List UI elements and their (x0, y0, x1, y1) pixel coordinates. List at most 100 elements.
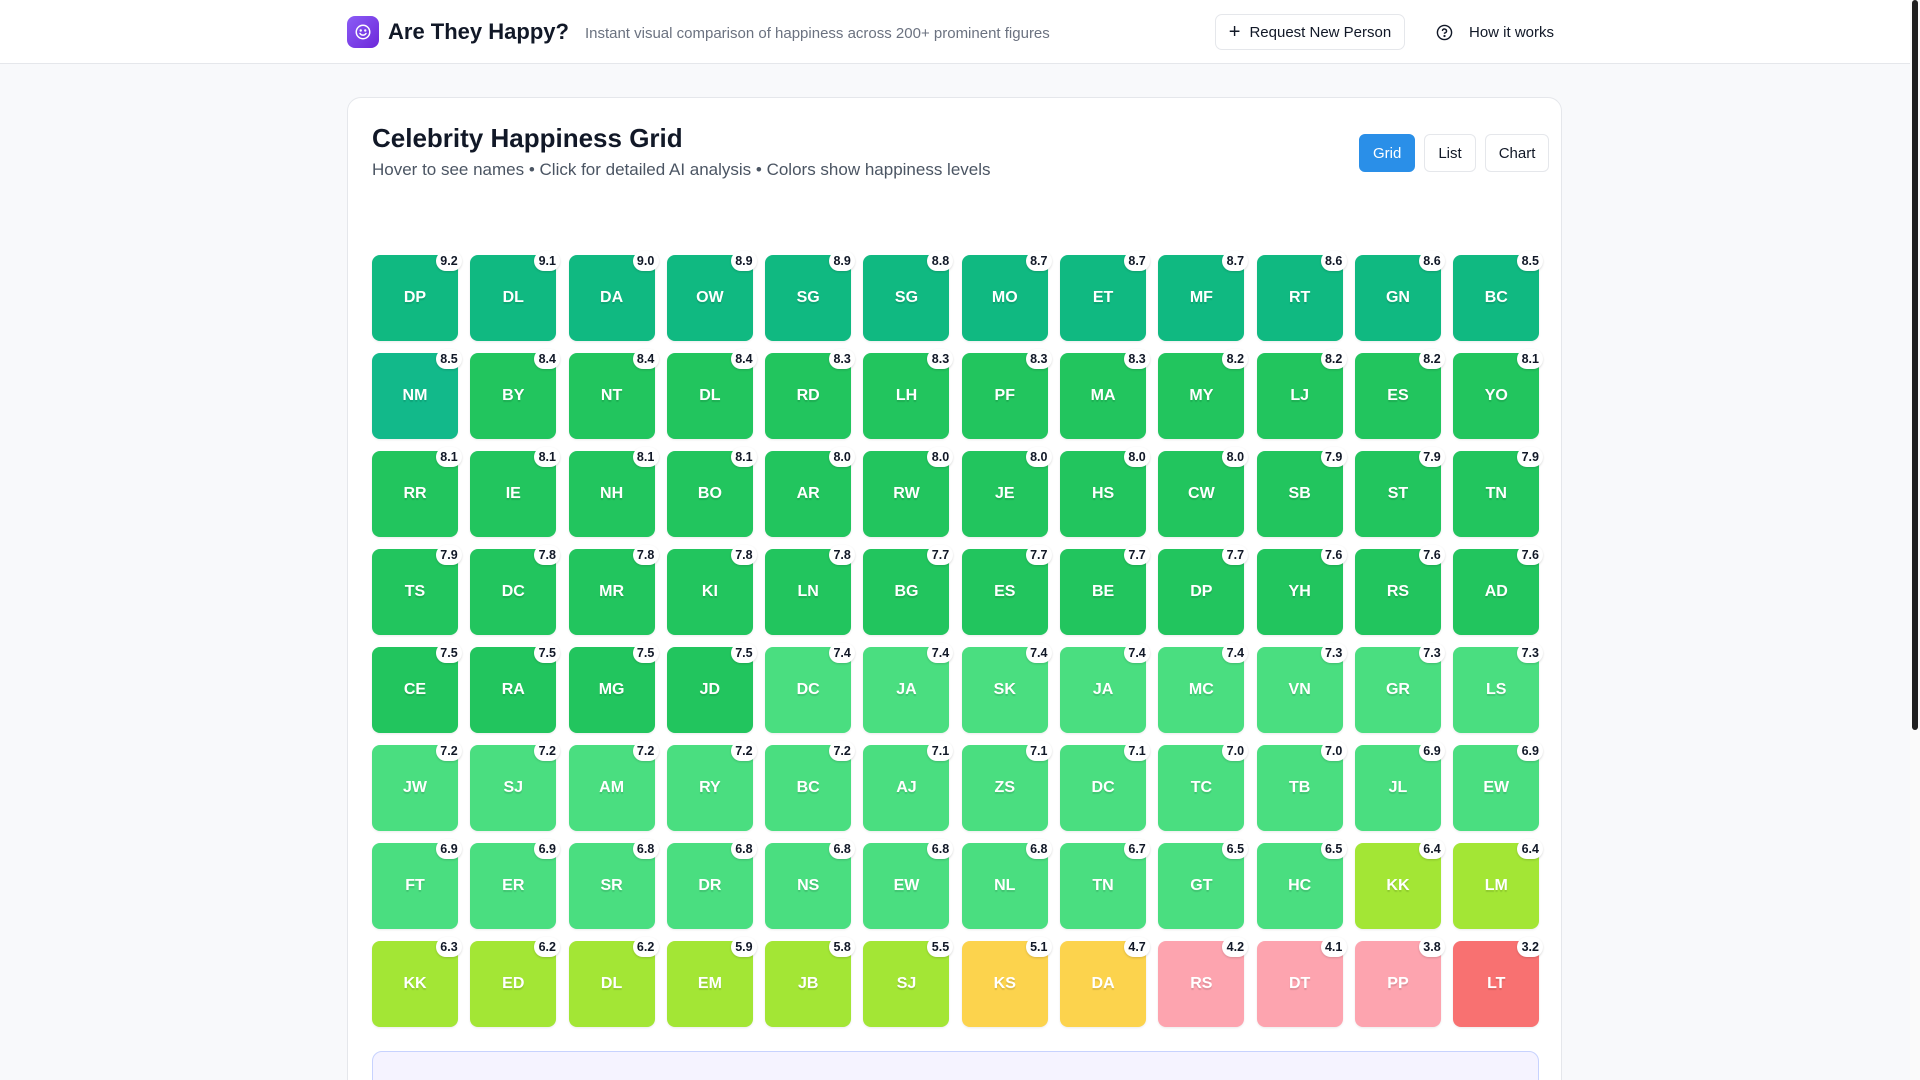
celebrity-tile[interactable]: AM 7.2 (568, 741, 659, 831)
celebrity-tile[interactable]: OW 8.9 (666, 251, 757, 341)
celebrity-tile[interactable]: LJ 8.2 (1256, 349, 1347, 439)
celebrity-tile[interactable]: DR 6.8 (666, 839, 757, 929)
celebrity-tile[interactable]: GR 7.3 (1354, 643, 1445, 733)
celebrity-tile[interactable]: MC 7.4 (1158, 643, 1249, 733)
celebrity-tile[interactable]: SG 8.8 (863, 251, 954, 341)
celebrity-tile[interactable]: PP 3.8 (1354, 937, 1445, 1027)
celebrity-tile[interactable]: SK 7.4 (961, 643, 1052, 733)
celebrity-tile[interactable]: IE 8.1 (470, 447, 561, 537)
celebrity-tile[interactable]: DP 9.2 (372, 251, 462, 341)
celebrity-tile[interactable]: MY 8.2 (1158, 349, 1249, 439)
celebrity-tile[interactable]: JA 7.4 (1060, 643, 1151, 733)
celebrity-tile[interactable]: ET 8.7 (1060, 251, 1151, 341)
celebrity-tile[interactable]: MR 7.8 (568, 545, 659, 635)
celebrity-tile[interactable]: RS 4.2 (1158, 937, 1249, 1027)
celebrity-tile[interactable]: KK 6.4 (1354, 839, 1445, 929)
celebrity-tile[interactable]: SG 8.9 (765, 251, 856, 341)
celebrity-tile[interactable]: SJ 7.2 (470, 741, 561, 831)
brand[interactable]: Are They Happy? Instant visual compariso… (347, 16, 1050, 48)
celebrity-tile[interactable]: EW 6.9 (1453, 741, 1544, 831)
celebrity-tile[interactable]: TS 7.9 (372, 545, 462, 635)
celebrity-tile[interactable]: BC 7.2 (765, 741, 856, 831)
celebrity-tile[interactable]: HC 6.5 (1256, 839, 1347, 929)
celebrity-tile[interactable]: MA 8.3 (1060, 349, 1151, 439)
celebrity-tile[interactable]: DT 4.1 (1256, 937, 1347, 1027)
celebrity-tile[interactable]: NM 8.5 (372, 349, 462, 439)
celebrity-tile[interactable]: PF 8.3 (961, 349, 1052, 439)
celebrity-tile[interactable]: JW 7.2 (372, 741, 462, 831)
celebrity-tile[interactable]: SJ 5.5 (863, 937, 954, 1027)
celebrity-tile[interactable]: FT 6.9 (372, 839, 462, 929)
celebrity-tile[interactable]: CW 8.0 (1158, 447, 1249, 537)
celebrity-tile[interactable]: JA 7.4 (863, 643, 954, 733)
request-new-person-button[interactable]: + Request New Person (1215, 14, 1405, 50)
celebrity-tile[interactable]: DA 4.7 (1060, 937, 1151, 1027)
celebrity-tile[interactable]: AJ 7.1 (863, 741, 954, 831)
celebrity-tile[interactable]: SB 7.9 (1256, 447, 1347, 537)
celebrity-tile[interactable]: BO 8.1 (666, 447, 757, 537)
view-chart-button[interactable]: Chart (1484, 134, 1550, 172)
celebrity-tile[interactable]: LH 8.3 (863, 349, 954, 439)
celebrity-tile[interactable]: TB 7.0 (1256, 741, 1347, 831)
page-scrollbar[interactable] (1910, 0, 1920, 1080)
celebrity-tile[interactable]: GT 6.5 (1158, 839, 1249, 929)
celebrity-tile[interactable]: JD 7.5 (666, 643, 757, 733)
celebrity-tile[interactable]: TN 6.7 (1060, 839, 1151, 929)
celebrity-tile[interactable]: SR 6.8 (568, 839, 659, 929)
celebrity-tile[interactable]: DC 7.8 (470, 545, 561, 635)
celebrity-tile[interactable]: EW 6.8 (863, 839, 954, 929)
celebrity-tile[interactable]: RR 8.1 (372, 447, 462, 537)
celebrity-tile[interactable]: RA 7.5 (470, 643, 561, 733)
celebrity-tile[interactable]: JE 8.0 (961, 447, 1052, 537)
celebrity-tile[interactable]: DA 9.0 (568, 251, 659, 341)
celebrity-tile[interactable]: NH 8.1 (568, 447, 659, 537)
celebrity-tile[interactable]: NT 8.4 (568, 349, 659, 439)
celebrity-tile[interactable]: ES 7.7 (961, 545, 1052, 635)
celebrity-tile[interactable]: DC 7.4 (765, 643, 856, 733)
view-list-button[interactable]: List (1424, 134, 1476, 172)
celebrity-tile[interactable]: KK 6.3 (372, 937, 462, 1027)
celebrity-tile[interactable]: KI 7.8 (666, 545, 757, 635)
celebrity-tile[interactable]: LN 7.8 (765, 545, 856, 635)
celebrity-tile[interactable]: CE 7.5 (372, 643, 462, 733)
celebrity-tile[interactable]: NS 6.8 (765, 839, 856, 929)
celebrity-tile[interactable]: ER 6.9 (470, 839, 561, 929)
celebrity-tile[interactable]: BC 8.5 (1453, 251, 1544, 341)
celebrity-tile[interactable]: ZS 7.1 (961, 741, 1052, 831)
celebrity-tile[interactable]: NL 6.8 (961, 839, 1052, 929)
celebrity-tile[interactable]: LM 6.4 (1453, 839, 1544, 929)
celebrity-tile[interactable]: TN 7.9 (1453, 447, 1544, 537)
celebrity-tile[interactable]: GN 8.6 (1354, 251, 1445, 341)
celebrity-tile[interactable]: YO 8.1 (1453, 349, 1544, 439)
celebrity-tile[interactable]: RY 7.2 (666, 741, 757, 831)
celebrity-tile[interactable]: VN 7.3 (1256, 643, 1347, 733)
celebrity-tile[interactable]: YH 7.6 (1256, 545, 1347, 635)
celebrity-tile[interactable]: LS 7.3 (1453, 643, 1544, 733)
celebrity-tile[interactable]: LT 3.2 (1453, 937, 1544, 1027)
celebrity-tile[interactable]: RD 8.3 (765, 349, 856, 439)
celebrity-tile[interactable]: RT 8.6 (1256, 251, 1347, 341)
scrollbar-thumb[interactable] (1912, 0, 1918, 730)
celebrity-tile[interactable]: DL 8.4 (666, 349, 757, 439)
celebrity-tile[interactable]: AR 8.0 (765, 447, 856, 537)
celebrity-tile[interactable]: ES 8.2 (1354, 349, 1445, 439)
celebrity-tile[interactable]: RW 8.0 (863, 447, 954, 537)
celebrity-tile[interactable]: JB 5.8 (765, 937, 856, 1027)
celebrity-tile[interactable]: MO 8.7 (961, 251, 1052, 341)
celebrity-tile[interactable]: ST 7.9 (1354, 447, 1445, 537)
celebrity-tile[interactable]: MF 8.7 (1158, 251, 1249, 341)
view-grid-button[interactable]: Grid (1359, 134, 1416, 172)
celebrity-tile[interactable]: BE 7.7 (1060, 545, 1151, 635)
how-it-works-button[interactable]: How it works (1428, 14, 1562, 50)
celebrity-tile[interactable]: DL 6.2 (568, 937, 659, 1027)
celebrity-tile[interactable]: KS 5.1 (961, 937, 1052, 1027)
celebrity-tile[interactable]: ED 6.2 (470, 937, 561, 1027)
celebrity-tile[interactable]: EM 5.9 (666, 937, 757, 1027)
celebrity-tile[interactable]: TC 7.0 (1158, 741, 1249, 831)
celebrity-tile[interactable]: HS 8.0 (1060, 447, 1151, 537)
celebrity-tile[interactable]: DC 7.1 (1060, 741, 1151, 831)
celebrity-tile[interactable]: AD 7.6 (1453, 545, 1544, 635)
celebrity-tile[interactable]: BY 8.4 (470, 349, 561, 439)
celebrity-tile[interactable]: DP 7.7 (1158, 545, 1249, 635)
celebrity-tile[interactable]: JL 6.9 (1354, 741, 1445, 831)
